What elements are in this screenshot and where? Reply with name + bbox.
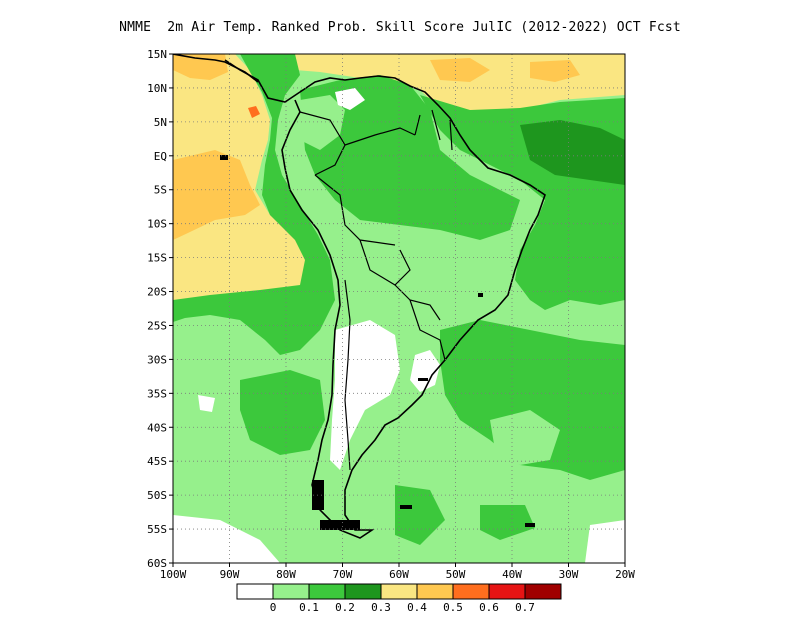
- border-argentina-brazil: [409, 299, 446, 361]
- lat-label: 5N: [154, 116, 167, 129]
- south-east-white: [585, 520, 625, 563]
- south-america-coast: [224, 59, 546, 539]
- colorbar-swatch: [344, 583, 382, 600]
- south-west-white: [173, 515, 280, 563]
- colorbar-swatch: [272, 583, 310, 600]
- tierra-del-fuego: [320, 520, 360, 530]
- gridlines: [173, 54, 625, 563]
- lat-label: 10S: [147, 218, 167, 231]
- lat-label: 60S: [147, 557, 167, 570]
- amazon-light-patch: [300, 95, 345, 150]
- border-venezuela: [344, 127, 416, 146]
- colorbar-swatch: [488, 583, 526, 600]
- drake-green-east: [480, 505, 535, 540]
- lat-label: 25S: [147, 319, 167, 332]
- lat-label: 55S: [147, 523, 167, 536]
- lat-label: 5S: [154, 184, 167, 197]
- border-guyanas: [414, 109, 453, 151]
- galapagos-islands: [220, 155, 228, 160]
- falklands-islands: [400, 505, 412, 509]
- south-georgia: [525, 523, 535, 527]
- colorbar-swatch: [236, 583, 274, 600]
- south-atlantic-light: [490, 410, 560, 465]
- pacific-white-spot: [198, 395, 215, 412]
- lon-label: 30W: [559, 568, 579, 581]
- caribbean-orange-patch: [430, 58, 490, 82]
- lat-label: 50S: [147, 489, 167, 502]
- uruguay-white-region: [410, 350, 440, 392]
- lat-label: 40S: [147, 421, 167, 434]
- central-america-coast: [173, 54, 259, 83]
- lon-label: 90W: [220, 568, 240, 581]
- lat-label: 10N: [147, 82, 167, 95]
- lon-label: 50W: [446, 568, 466, 581]
- south-atlantic-green: [440, 320, 625, 480]
- lat-label: 20S: [147, 286, 167, 299]
- south-pacific-green: [240, 370, 325, 455]
- border-peru-brazil: [314, 174, 396, 246]
- lon-label: 100W: [160, 568, 187, 581]
- colorbar-swatch: [416, 583, 454, 600]
- colorbar-label: 0.2: [335, 601, 355, 614]
- colorbar-label: 0.3: [371, 601, 391, 614]
- lon-label: 70W: [333, 568, 353, 581]
- border-chile-argentina: [344, 279, 351, 471]
- chart-title: NMME 2m Air Temp. Ranked Prob. Skill Sco…: [119, 20, 681, 35]
- lon-label: 80W: [276, 568, 296, 581]
- lat-label: 45S: [147, 455, 167, 468]
- colorbar-swatch: [308, 583, 346, 600]
- atlantic-dark-green: [520, 120, 625, 185]
- amazon-green-region: [300, 75, 520, 240]
- colorbar-label: 0.5: [443, 601, 463, 614]
- lat-label: 35S: [147, 387, 167, 400]
- colorbar: 0 0.1 0.2 0.3 0.4 0.5 0.6 0.7: [236, 583, 562, 614]
- latitude-labels: 15N 10N 5N EQ 5S 10S 15S 20S 25S 30S 35S 40S 45S 50S 5…: [147, 48, 173, 570]
- colorbar-swatch: [380, 583, 418, 600]
- colorbar-label: 0.7: [515, 601, 535, 614]
- colorbar-label: 0.4: [407, 601, 427, 614]
- country-borders: [299, 109, 453, 471]
- inland-dot-2: [418, 378, 428, 381]
- longitude-labels: 100W 90W 80W 70W 60W 50W 40W 30W 20W: [160, 563, 635, 581]
- lat-label: 30S: [147, 353, 167, 366]
- lon-label: 40W: [502, 568, 522, 581]
- lat-label: 15S: [147, 252, 167, 265]
- lon-label: 60W: [389, 568, 409, 581]
- inland-dot-1: [478, 293, 483, 297]
- pacific-green-band: [173, 54, 335, 355]
- coastlines: [173, 54, 546, 539]
- atlantic-orange-patch: [530, 60, 580, 82]
- lat-label: 15N: [147, 48, 167, 61]
- colorbar-swatch: [524, 583, 562, 600]
- drake-green-region: [395, 485, 445, 545]
- pacific-orange-region: [173, 150, 260, 240]
- peak-orange-spot: [248, 106, 260, 118]
- colorbar-label: 0.6: [479, 601, 499, 614]
- colorbar-label: 0: [270, 601, 277, 614]
- lon-label: 20W: [615, 568, 635, 581]
- colorbar-swatch: [452, 583, 490, 600]
- border-paraguay: [394, 284, 441, 321]
- lat-label: EQ: [154, 150, 167, 163]
- northern-white-patch: [335, 88, 365, 110]
- colorbar-label: 0.1: [299, 601, 319, 614]
